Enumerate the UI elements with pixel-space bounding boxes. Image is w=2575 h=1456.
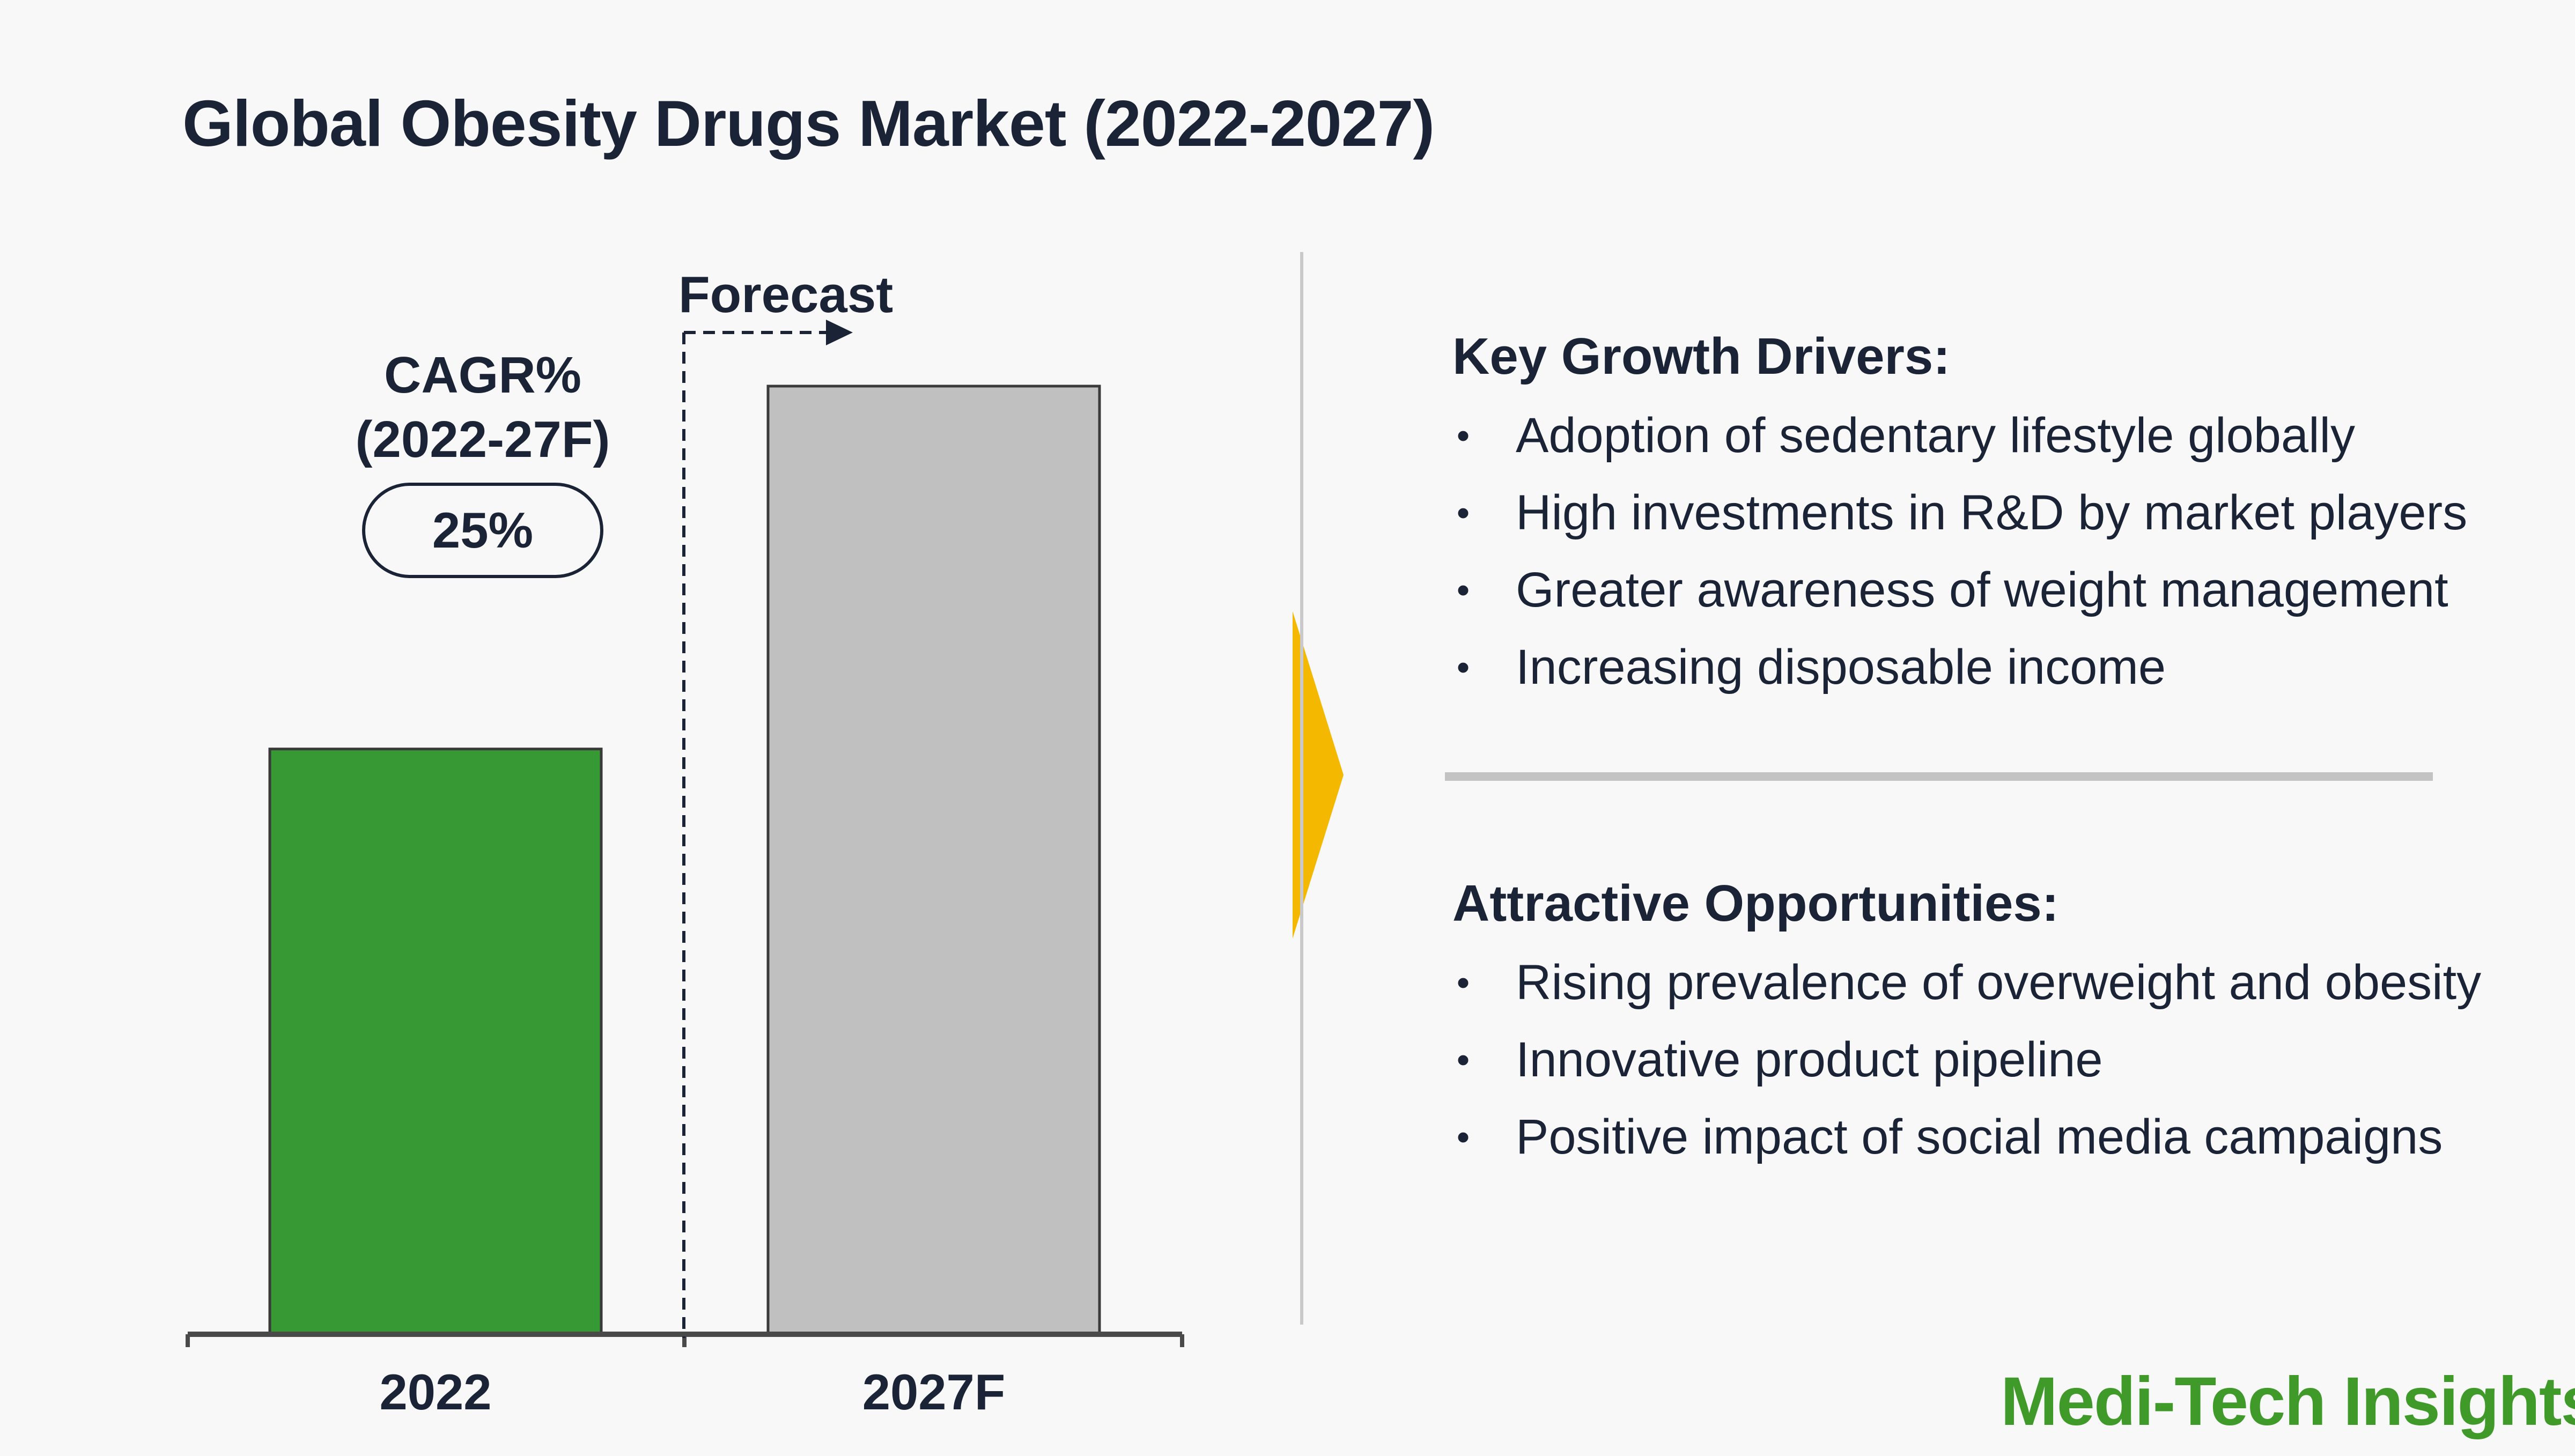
list-item: • Rising prevalence of overweight and obe… bbox=[1452, 944, 2525, 1021]
bullet-icon: • bbox=[1456, 962, 1470, 1003]
cagr-period: (2022-27F) bbox=[355, 411, 610, 468]
list-item: • Adoption of sedentary lifestyle globall… bbox=[1452, 397, 2525, 474]
list-item-text: Rising prevalence of overweight and obes… bbox=[1516, 955, 2482, 1010]
bullet-icon: • bbox=[1456, 569, 1470, 611]
bullet-icon: • bbox=[1456, 1116, 1470, 1158]
cagr-label: CAGR% bbox=[383, 346, 581, 404]
brand-logo: Medi-Tech Insights bbox=[2001, 1363, 2575, 1440]
bar-2027F bbox=[766, 385, 1101, 1336]
growth-drivers-heading: Key Growth Drivers: bbox=[1452, 328, 1951, 385]
list-item: • Increasing disposable income bbox=[1452, 629, 2525, 706]
chart-title: Global Obesity Drugs Market (2022-2027) bbox=[182, 87, 1435, 160]
bullet-icon: • bbox=[1456, 646, 1470, 688]
list-item-text: High investments in R&D by market player… bbox=[1516, 485, 2468, 540]
forecast-arrow-head bbox=[826, 320, 853, 345]
list-item: • Greater awareness of weight management bbox=[1452, 551, 2525, 629]
list-item: • Positive impact of social media campaig… bbox=[1452, 1098, 2525, 1176]
list-item-text: Positive impact of social media campaign… bbox=[1516, 1110, 2443, 1164]
accent-arrow-icon bbox=[1293, 611, 1344, 938]
bullet-icon: • bbox=[1456, 1039, 1470, 1081]
cagr-value-badge: 25% bbox=[362, 483, 603, 578]
list-item: • High investments in R&D by market playe… bbox=[1452, 474, 2525, 551]
forecast-label: Forecast bbox=[678, 266, 894, 323]
list-item-text: Greater awareness of weight management bbox=[1516, 563, 2448, 617]
opportunities-list: • Rising prevalence of overweight and obe… bbox=[1452, 944, 2525, 1176]
opportunities-heading: Attractive Opportunities: bbox=[1452, 875, 2059, 932]
opportunities-section: Attractive Opportunities: • Rising preval… bbox=[1452, 869, 2525, 1176]
list-item-text: Increasing disposable income bbox=[1516, 640, 2166, 694]
horizontal-divider bbox=[1445, 772, 2433, 781]
bullet-icon: • bbox=[1456, 415, 1470, 456]
bullet-icon: • bbox=[1456, 492, 1470, 534]
x-tick-label: 2022 bbox=[379, 1364, 491, 1420]
list-item-text: Innovative product pipeline bbox=[1516, 1032, 2103, 1087]
list-item: • Innovative product pipeline bbox=[1452, 1021, 2525, 1098]
forecast-indicator bbox=[682, 320, 853, 1338]
growth-drivers-list: • Adoption of sedentary lifestyle globall… bbox=[1452, 397, 2525, 706]
vertical-divider bbox=[1300, 252, 1303, 1325]
list-item-text: Adoption of sedentary lifestyle globally bbox=[1516, 408, 2355, 463]
growth-drivers-section: Key Growth Drivers: • Adoption of sedenta… bbox=[1452, 322, 2525, 706]
cagr-annotation: CAGR% (2022-27F) 25% bbox=[322, 343, 644, 578]
bar-2022 bbox=[268, 748, 603, 1336]
x-tick-label: 2027F bbox=[862, 1364, 1006, 1420]
